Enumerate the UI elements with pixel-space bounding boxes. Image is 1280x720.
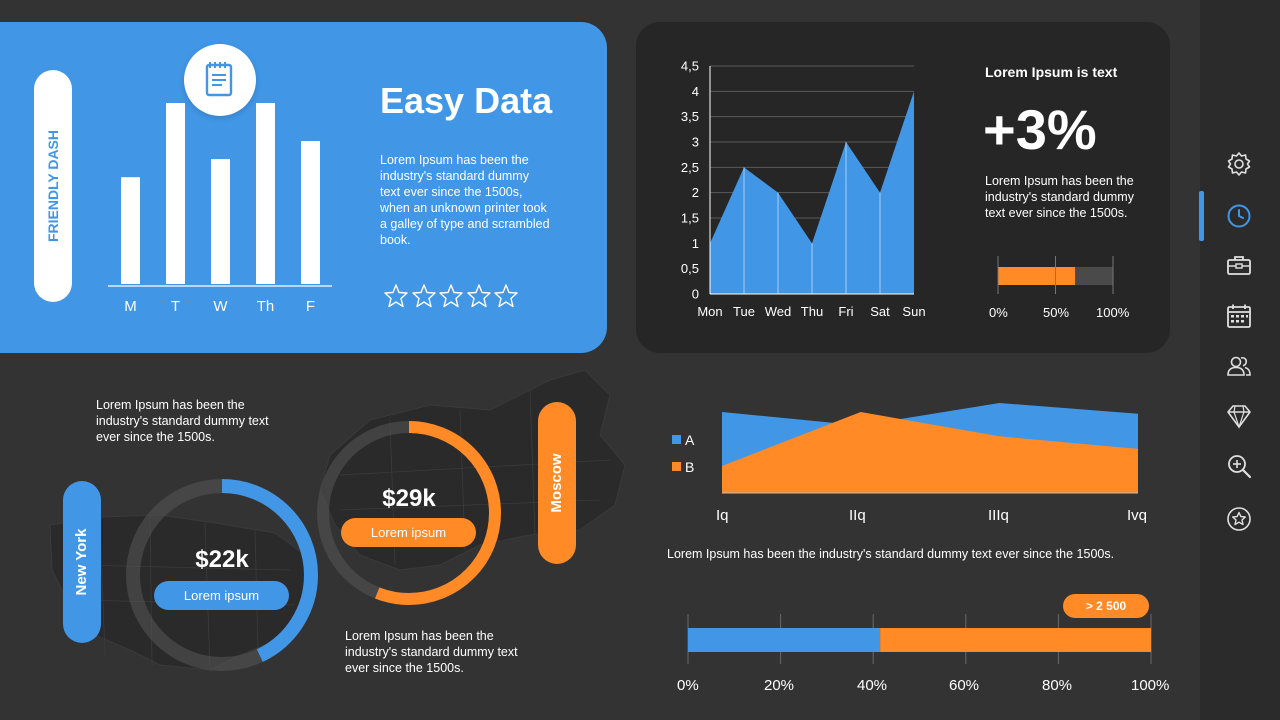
y-tick-label: 0,5 (681, 261, 699, 276)
side-label: FRIENDLY DASH (45, 129, 61, 243)
bar-label-f: F (306, 298, 315, 315)
bottom-tick-100: 100% (1131, 677, 1170, 694)
legend-label-b: B (685, 459, 695, 475)
clock-icon[interactable] (1225, 202, 1253, 230)
moscow-button[interactable]: Lorem ipsum (341, 518, 476, 547)
side-label-pill (34, 70, 72, 302)
toolbox-icon[interactable] (1225, 252, 1253, 280)
cities-text-top: Lorem Ipsum has been the industry's stan… (96, 398, 269, 444)
moscow-label: Moscow (548, 453, 565, 513)
quarterly-area-chart (672, 403, 1138, 494)
x-tick-label: Thu (801, 304, 823, 319)
notepad-icon (184, 44, 256, 116)
weekly-area-chart: 0 0,5 1 1,5 2 2,5 3 3,5 4 4,5 Mon Tue Wed Thu Fri Sat S… (681, 59, 926, 320)
rating-star-icon[interactable] (466, 283, 492, 309)
bar-label-w: W (213, 298, 228, 315)
x-tick-label: Tue (733, 304, 755, 319)
threshold-badge: > 2 500 (1063, 594, 1149, 618)
bar-f (301, 141, 320, 284)
stats-heading: Lorem Ipsum is text (985, 64, 1118, 80)
bar-label-th: Th (257, 298, 275, 315)
y-tick-label: 4,5 (681, 59, 699, 74)
hero-description: Lorem Ipsum has been the industry's stan… (380, 153, 550, 247)
x-tick-label: Sat (870, 304, 890, 319)
rating-star-icon[interactable] (493, 283, 519, 309)
quarter-label-4: Ivq (1127, 507, 1148, 524)
cities-text-bottom: Lorem Ipsum has been the industry's stan… (345, 629, 518, 675)
y-tick-label: 0 (692, 287, 699, 302)
x-tick-label: Wed (765, 304, 792, 319)
new-york-button[interactable]: Lorem ipsum (154, 581, 289, 610)
hero-title: Easy Data (380, 80, 553, 121)
stats-tick-0: 0% (989, 305, 1008, 320)
bottom-tick-80: 80% (1042, 677, 1073, 694)
users-icon[interactable] (1225, 352, 1253, 380)
x-tick-label: Fri (838, 304, 853, 319)
y-tick-label: 1,5 (681, 211, 699, 226)
bar-th (256, 103, 275, 284)
legend-label-a: A (685, 432, 695, 448)
moscow-pill (538, 402, 576, 564)
bar-label-t: T (171, 298, 180, 315)
stats-tick-50: 50% (1043, 305, 1070, 320)
zoom-in-icon[interactable] (1225, 452, 1253, 480)
gear-icon[interactable] (1225, 150, 1253, 178)
area-caption: Lorem Ipsum has been the industry's stan… (667, 547, 1115, 561)
stats-description: Lorem Ipsum has been the industry's stan… (985, 174, 1134, 220)
new-york-donut (126, 479, 318, 671)
rating-star-icon[interactable] (438, 283, 464, 309)
bar-w (211, 159, 230, 284)
stats-value: +3% (983, 98, 1097, 161)
legend-swatch-a (672, 435, 681, 444)
weekly-bar-chart: M T W Th F (108, 103, 332, 315)
quarter-label-1: Iq (716, 507, 729, 524)
bar-t (166, 103, 185, 284)
calendar-icon[interactable] (1225, 302, 1253, 330)
bar-label-m: M (124, 298, 137, 315)
bottom-tick-40: 40% (857, 677, 888, 694)
x-tick-label: Mon (697, 304, 722, 319)
area-series-b (722, 412, 1138, 493)
x-tick-label: Sun (902, 304, 925, 319)
y-tick-label: 2,5 (681, 160, 699, 175)
quarter-label-3: IIIq (988, 507, 1009, 524)
new-york-label: New York (73, 528, 90, 596)
y-tick-label: 4 (692, 84, 699, 99)
area-series (710, 91, 914, 294)
bottom-tick-60: 60% (949, 677, 980, 694)
y-tick-label: 1 (692, 236, 699, 251)
bottom-tick-0: 0% (677, 677, 699, 694)
legend-swatch-b (672, 462, 681, 471)
diamond-icon[interactable] (1225, 402, 1253, 430)
bottom-progress-bar (687, 614, 1152, 664)
rating-star-icon[interactable] (411, 283, 437, 309)
stats-progress-bar (997, 256, 1114, 294)
moscow-donut (317, 421, 501, 605)
quarter-label-2: IIq (849, 507, 866, 524)
new-york-pill (63, 481, 101, 643)
moscow-value: $29k (382, 485, 436, 512)
y-tick-label: 3,5 (681, 109, 699, 124)
rating-star-icon[interactable] (383, 283, 409, 309)
bar-m (121, 177, 140, 284)
star-icon[interactable] (1225, 505, 1253, 533)
rating-stars[interactable] (383, 283, 521, 313)
nav-active-indicator (1199, 191, 1204, 241)
bottom-tick-20: 20% (764, 677, 795, 694)
y-tick-label: 2 (692, 185, 699, 200)
new-york-value: $22k (195, 546, 249, 573)
y-tick-label: 3 (692, 135, 699, 150)
stats-tick-100: 100% (1096, 305, 1130, 320)
